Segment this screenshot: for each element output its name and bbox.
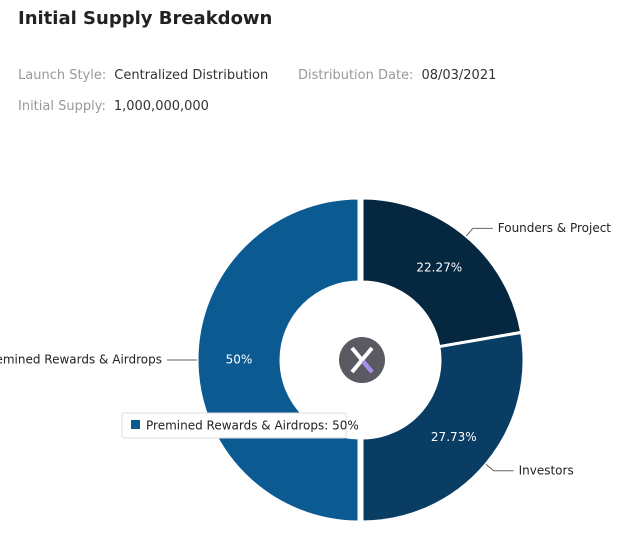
data-label: 22.27% <box>416 261 462 275</box>
tooltip-box <box>121 412 347 439</box>
detail-value: 1,000,000,000 <box>113 99 209 114</box>
detail-value: Centralized Distribution <box>114 68 269 83</box>
data-label: 27.73% <box>431 430 477 444</box>
data-label: 50% <box>226 353 253 367</box>
connector <box>485 463 514 472</box>
category-label: Founders & Project <box>498 221 612 235</box>
detail-label: Initial Supply: <box>18 99 106 114</box>
donut-segment <box>360 196 524 349</box>
donut-segment <box>195 196 361 524</box>
detail: Distribution Date: 08/03/2021 <box>298 68 496 83</box>
detail: Launch Style: Centralized Distribution <box>18 68 268 83</box>
connector <box>465 227 493 237</box>
donut-segment <box>360 330 526 524</box>
title: Initial Supply Breakdown <box>18 8 273 29</box>
tooltip-swatch <box>131 420 140 429</box>
detail: Initial Supply: 1,000,000,000 <box>18 99 209 114</box>
detail-label: Launch Style: <box>18 68 107 83</box>
category-label: Investors <box>519 463 574 477</box>
tooltip: Premined Rewards & Airdrops: 50% <box>121 412 359 439</box>
category-label: Premined Rewards & Airdrops <box>0 353 162 367</box>
tooltip-text: Premined Rewards & Airdrops: 50% <box>146 419 359 433</box>
detail-label: Distribution Date: <box>298 68 414 83</box>
detail-value: 08/03/2021 <box>421 68 497 83</box>
logo-accent <box>361 359 374 374</box>
